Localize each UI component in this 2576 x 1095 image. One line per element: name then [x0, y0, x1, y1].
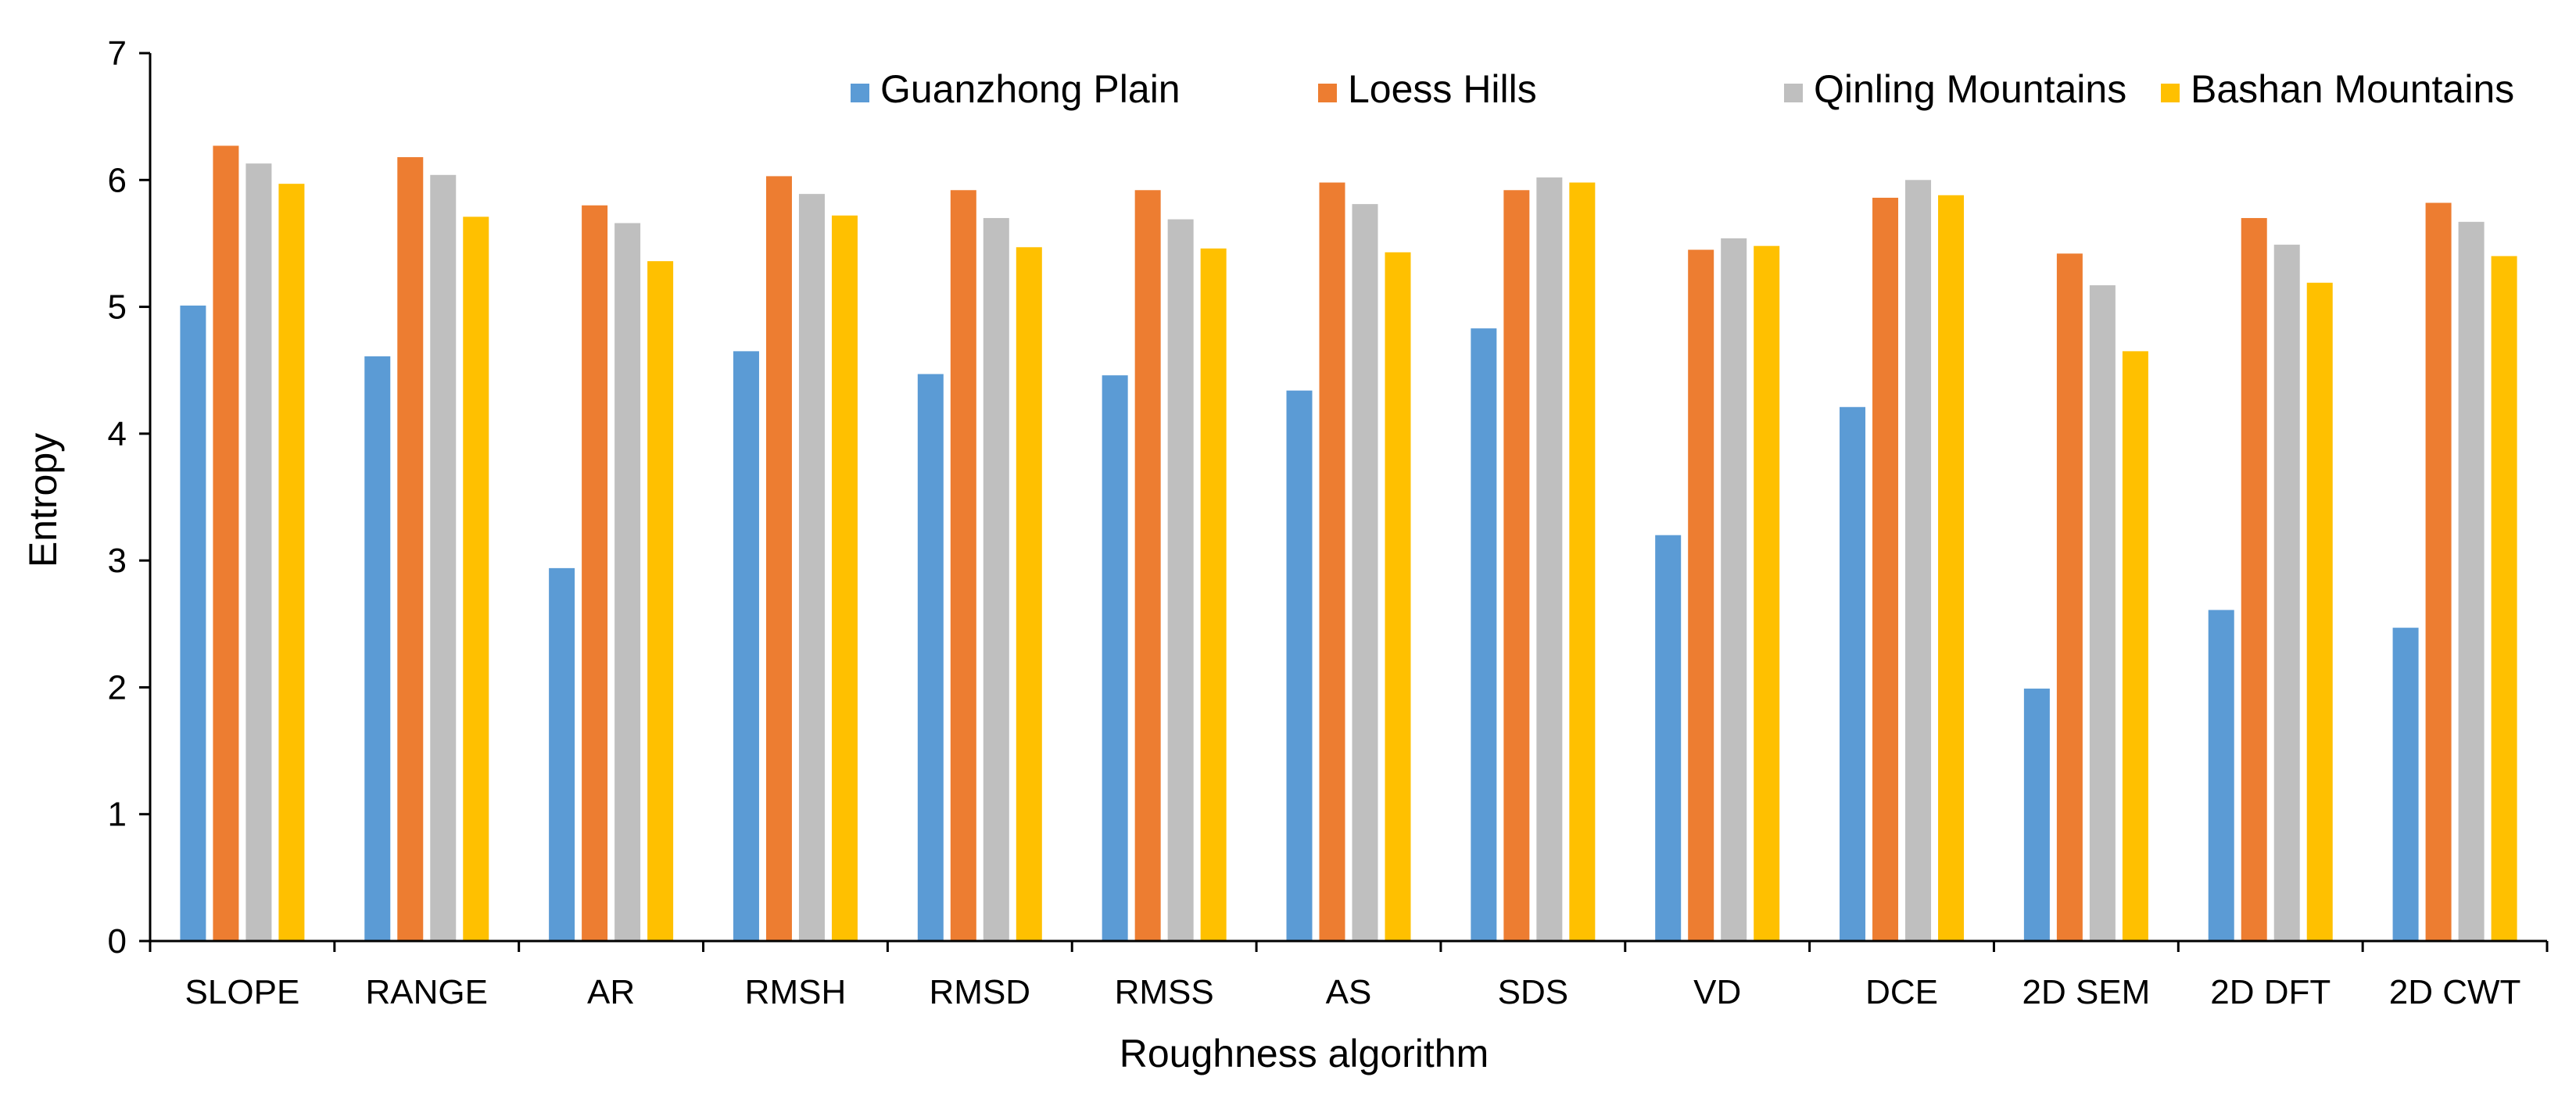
x-tick-label: AR	[587, 973, 635, 1011]
bar-bashan-mountains-2d-cwt	[2491, 256, 2517, 942]
bar-loess-hills-2d-cwt	[2425, 202, 2452, 941]
bar-bashan-mountains-2d-sem	[2122, 351, 2148, 941]
bar-bashan-mountains-slope	[278, 184, 305, 941]
x-tick-label: VD	[1693, 973, 1741, 1011]
legend-label: Loess Hills	[1348, 67, 1537, 111]
x-axis: SLOPE RANGE AR RMSH RMSD RMSS AS SDS VD DCE 2D SEM…	[149, 939, 2549, 1011]
bar-loess-hills-sds	[1503, 190, 1530, 942]
bar-bashan-mountains-rmss	[1200, 248, 1227, 941]
legend-swatch-loess-hills	[1318, 84, 1337, 102]
legend: Guanzhong Plain Loess Hills Qinling Mounta…	[851, 67, 2514, 111]
bar-qinling-mountains-rmsh	[798, 194, 825, 941]
bar-loess-hills-range	[397, 157, 424, 941]
x-tick-label: SLOPE	[185, 973, 300, 1011]
x-tick-label: DCE	[1865, 973, 1938, 1011]
bar-guanzhong-plain-sds	[1471, 328, 1497, 941]
bar-qinling-mountains-sds	[1536, 177, 1563, 942]
bar-bashan-mountains-rmsd	[1016, 247, 1042, 942]
legend-label: Qinling Mountains	[1814, 67, 2126, 111]
bar-guanzhong-plain-dce	[1840, 406, 1866, 941]
bar-bashan-mountains-as	[1385, 252, 1411, 941]
bar-guanzhong-plain-as	[1286, 390, 1313, 941]
bar-loess-hills-rmss	[1134, 190, 1161, 942]
x-tick-label: AS	[1326, 973, 1372, 1011]
x-tick-label: RANGE	[366, 973, 488, 1011]
bar-guanzhong-plain-2d-sem	[2023, 689, 2050, 941]
x-tick-label: SDS	[1498, 973, 1568, 1011]
bar-loess-hills-2d-sem	[2056, 253, 2083, 941]
bar-loess-hills-ar	[582, 205, 608, 941]
bar-guanzhong-plain-range	[364, 356, 391, 941]
bar-qinling-mountains-as	[1352, 204, 1378, 941]
y-tick-label: 0	[108, 922, 127, 961]
bar-loess-hills-slope	[213, 145, 239, 941]
bar-guanzhong-plain-2d-cwt	[2392, 628, 2419, 941]
bar-qinling-mountains-rmss	[1167, 219, 1194, 941]
x-axis-title: Roughness algorithm	[1120, 1032, 1489, 1075]
bar-qinling-mountains-dce	[1905, 180, 1932, 942]
bar-qinling-mountains-slope	[245, 163, 272, 941]
bar-guanzhong-plain-rmsd	[917, 374, 944, 941]
bar-qinling-mountains-range	[430, 174, 457, 941]
y-tick-label: 3	[108, 542, 127, 580]
bar-guanzhong-plain-ar	[549, 567, 575, 941]
y-tick-label: 2	[108, 668, 127, 707]
y-tick-label: 6	[108, 161, 127, 199]
bar-loess-hills-rmsh	[765, 176, 792, 942]
bar-bashan-mountains-sds	[1569, 182, 1596, 941]
x-tick-label: RMSD	[930, 973, 1031, 1011]
bar-bashan-mountains-dce	[1938, 195, 1965, 941]
bar-bashan-mountains-2d-dft	[2306, 282, 2333, 941]
x-tick-label: 2D DFT	[2210, 973, 2331, 1011]
bar-qinling-mountains-rmsd	[983, 217, 1009, 941]
bar-loess-hills-dce	[1872, 198, 1899, 941]
x-tick-label: RMSH	[745, 973, 847, 1011]
y-tick-label: 4	[108, 415, 127, 453]
bar-guanzhong-plain-vd	[1655, 535, 1682, 941]
legend-swatch-bashan-mountains	[2161, 84, 2180, 102]
legend-swatch-guanzhong-plain	[851, 84, 869, 102]
x-tick-label: 2D CWT	[2389, 973, 2521, 1011]
legend-label: Guanzhong Plain	[880, 67, 1181, 111]
bar-loess-hills-2d-dft	[2241, 217, 2267, 941]
y-tick-label: 5	[108, 288, 127, 327]
bar-qinling-mountains-ar	[614, 223, 641, 941]
y-tick-label: 7	[108, 34, 127, 73]
bar-bashan-mountains-rmsh	[831, 215, 858, 941]
bar-bashan-mountains-vd	[1754, 245, 1780, 941]
bar-qinling-mountains-vd	[1721, 238, 1747, 941]
x-tick-label: RMSS	[1115, 973, 1214, 1011]
bar-bashan-mountains-ar	[647, 261, 674, 941]
bar-qinling-mountains-2d-cwt	[2458, 221, 2485, 942]
y-axis-title: Entropy	[21, 433, 65, 567]
bar-qinling-mountains-2d-sem	[2089, 284, 2116, 941]
bar-guanzhong-plain-2d-dft	[2208, 610, 2234, 941]
bar-loess-hills-rmsd	[950, 190, 976, 942]
bar-guanzhong-plain-rmss	[1102, 375, 1128, 942]
bar-loess-hills-as	[1319, 182, 1345, 941]
bar-loess-hills-vd	[1688, 249, 1714, 941]
bars-group	[180, 145, 2517, 942]
bar-qinling-mountains-2d-dft	[2273, 245, 2300, 942]
legend-swatch-qinling-mountains	[1784, 84, 1803, 102]
bar-bashan-mountains-range	[463, 216, 489, 941]
bar-guanzhong-plain-slope	[180, 305, 206, 941]
y-tick-label: 1	[108, 796, 127, 834]
x-tick-label: 2D SEM	[2022, 973, 2150, 1011]
legend-label: Bashan Mountains	[2191, 67, 2514, 111]
bar-guanzhong-plain-rmsh	[733, 351, 759, 941]
y-axis: 0 1 2 3 4 5 6 7	[108, 34, 152, 961]
